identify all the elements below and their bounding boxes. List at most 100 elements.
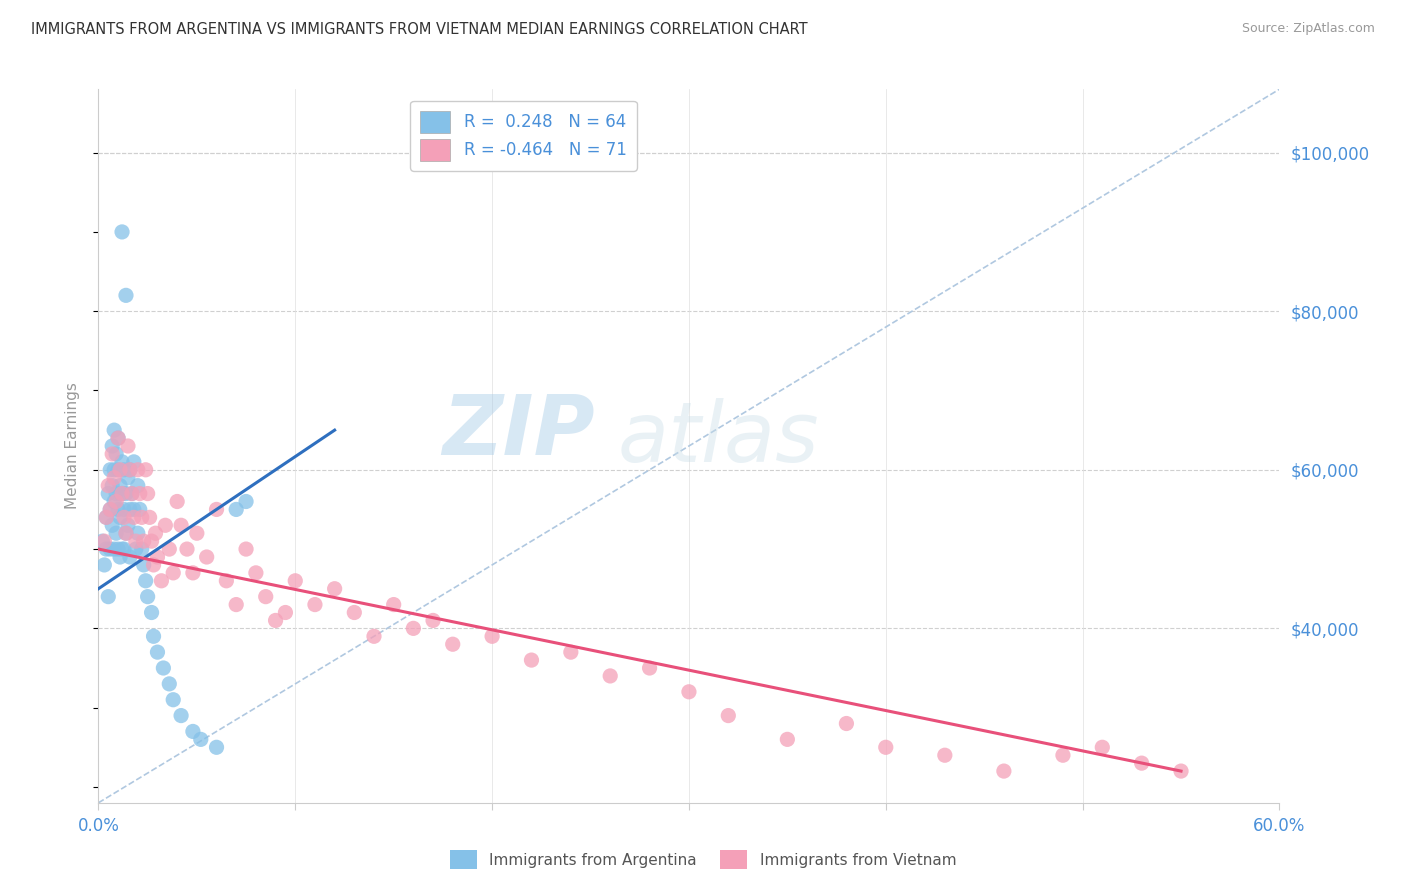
Point [678, 685, 700, 699]
Point [108, 463, 131, 477]
Point [186, 526, 208, 541]
Point [108, 510, 131, 524]
Point [122, 455, 145, 469]
Point [138, 510, 160, 524]
Point [107, 502, 129, 516]
Point [560, 645, 582, 659]
Point [107, 542, 129, 557]
Point [105, 447, 128, 461]
Point [717, 708, 740, 723]
Point [162, 566, 184, 580]
Point [225, 598, 247, 612]
Point [638, 661, 661, 675]
Point [103, 463, 125, 477]
Point [98, 502, 121, 516]
Point [181, 724, 204, 739]
Point [343, 606, 366, 620]
Point [875, 740, 897, 755]
Legend: R =  0.248   N = 64, R = -0.464   N = 71: R = 0.248 N = 64, R = -0.464 N = 71 [411, 101, 637, 170]
Point [190, 732, 212, 747]
Point [205, 740, 228, 755]
Point [141, 606, 163, 620]
Point [111, 542, 134, 557]
Point [136, 590, 159, 604]
Point [111, 225, 134, 239]
Point [112, 463, 135, 477]
Point [122, 510, 145, 524]
Point [111, 486, 134, 500]
Point [108, 478, 131, 492]
Point [162, 692, 184, 706]
Point [142, 629, 165, 643]
Point [136, 486, 159, 500]
Point [166, 494, 188, 508]
Point [107, 463, 129, 477]
Point [141, 534, 163, 549]
Point [131, 542, 153, 557]
Text: IMMIGRANTS FROM ARGENTINA VS IMMIGRANTS FROM VIETNAM MEDIAN EARNINGS CORRELATION: IMMIGRANTS FROM ARGENTINA VS IMMIGRANTS … [31, 22, 807, 37]
Point [131, 510, 153, 524]
Point [115, 526, 138, 541]
Point [776, 732, 799, 747]
Point [155, 518, 177, 533]
Point [127, 463, 149, 477]
Point [117, 439, 139, 453]
Point [108, 549, 131, 564]
Point [235, 494, 257, 508]
Point [127, 526, 149, 541]
Point [115, 486, 138, 500]
Point [128, 502, 150, 516]
Point [97, 478, 120, 492]
Point [152, 661, 174, 675]
Point [274, 606, 297, 620]
Point [402, 621, 425, 635]
Point [835, 716, 858, 731]
Point [112, 542, 135, 557]
Point [142, 558, 165, 572]
Point [101, 447, 124, 461]
Point [323, 582, 346, 596]
Point [103, 494, 125, 508]
Point [118, 502, 141, 516]
Point [97, 486, 120, 500]
Point [150, 574, 173, 588]
Text: ZIP: ZIP [441, 392, 595, 472]
Point [993, 764, 1015, 778]
Point [103, 542, 125, 557]
Point [111, 486, 134, 500]
Point [101, 478, 124, 492]
Point [363, 629, 385, 643]
Point [118, 549, 141, 564]
Point [422, 614, 444, 628]
Point [112, 510, 135, 524]
Point [97, 590, 120, 604]
Point [112, 502, 135, 516]
Point [225, 502, 247, 516]
Text: atlas: atlas [619, 399, 820, 479]
Point [121, 486, 143, 500]
Point [105, 526, 128, 541]
Point [117, 471, 139, 485]
Point [105, 486, 128, 500]
Point [93, 558, 115, 572]
Point [121, 486, 143, 500]
Text: Source: ZipAtlas.com: Source: ZipAtlas.com [1241, 22, 1375, 36]
Point [205, 502, 228, 516]
Point [284, 574, 307, 588]
Point [215, 574, 238, 588]
Point [145, 526, 167, 541]
Legend: Immigrants from Argentina, Immigrants from Vietnam: Immigrants from Argentina, Immigrants fr… [443, 844, 963, 875]
Point [441, 637, 464, 651]
Point [107, 431, 129, 445]
Point [176, 542, 198, 557]
Point [98, 502, 121, 516]
Point [135, 463, 157, 477]
Point [245, 566, 267, 580]
Point [599, 669, 621, 683]
Point [118, 463, 141, 477]
Point [101, 518, 124, 533]
Point [135, 574, 157, 588]
Point [107, 431, 129, 445]
Point [96, 510, 118, 524]
Point [91, 534, 114, 549]
